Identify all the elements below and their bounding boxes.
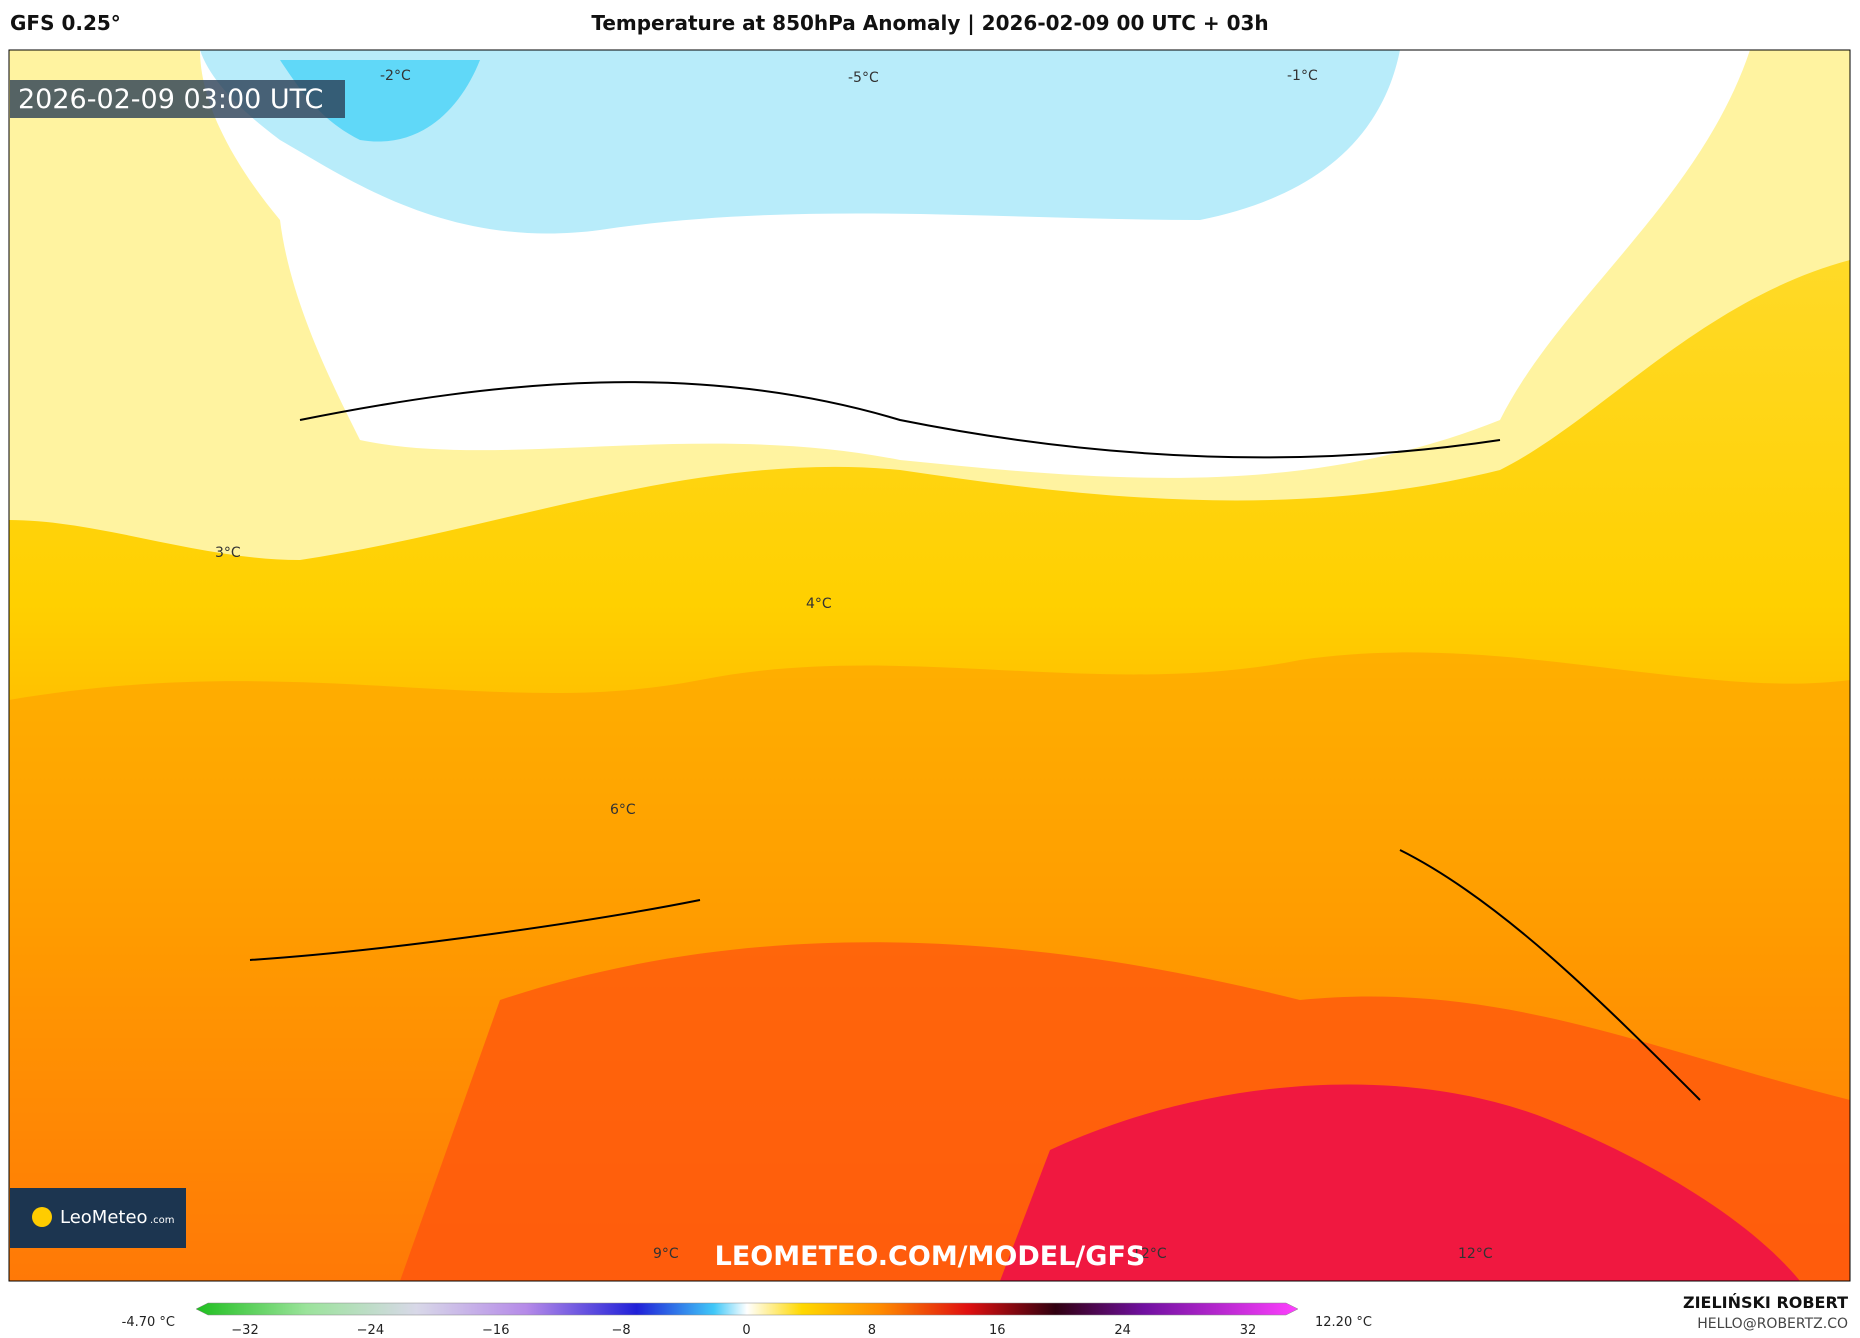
colorbar (195, 1302, 1299, 1316)
iso-label: 12°C (1132, 1246, 1167, 1262)
iso-label: -2°C (380, 68, 411, 84)
watermark: LEOMETEO.COM/MODEL/GFS (715, 1241, 1146, 1272)
colorbar-tick-label: −32 (231, 1323, 258, 1338)
colorbar-tick-label: 0 (742, 1323, 750, 1338)
iso-label: 9°C (653, 1246, 679, 1262)
colorbar-tick-label: 16 (989, 1323, 1006, 1338)
iso-label: 3°C (215, 545, 241, 561)
logo-sun (32, 1207, 52, 1227)
email: HELLO@ROBERTZ.CO (1697, 1316, 1848, 1332)
colorbar-tick-label: −24 (357, 1323, 384, 1338)
map-zone (200, 50, 1400, 234)
colorbar-tick-label: −16 (482, 1323, 509, 1338)
iso-label: 4°C (806, 596, 832, 612)
author: ZIELIŃSKI ROBERT (1683, 1293, 1848, 1312)
colorbar-tick-label: 8 (868, 1323, 876, 1338)
colorbar-max: 12.20 °C (1315, 1315, 1372, 1330)
colorbar-tick-label: 24 (1114, 1323, 1131, 1338)
map-frame (8, 49, 1851, 1282)
coastline (249, 381, 1701, 1101)
timestamp: 2026-02-09 03:00 UTC (18, 84, 323, 115)
colorbar-tick-label: 32 (1240, 1323, 1257, 1338)
logo-text: LeoMeteo (60, 1207, 148, 1228)
iso-label: 6°C (610, 802, 636, 818)
model-name: GFS 0.25° (10, 11, 121, 35)
map: 2026-02-09 03:00 UTC -2°C -5°C -1°C 3°C … (9, 50, 1850, 1281)
map-title: Temperature at 850hPa Anomaly | 2026-02-… (591, 11, 1268, 35)
iso-label: -1°C (1287, 68, 1318, 84)
map-zone (1000, 1084, 1800, 1281)
timestamp-box (10, 80, 345, 118)
colorbar-min: -4.70 °C (122, 1315, 175, 1330)
iso-label: -5°C (848, 70, 879, 86)
colorbar-ticks: −32 −24 −16 −8 0 8 16 24 32 (231, 1323, 1256, 1338)
iso-label: 12°C (1458, 1246, 1493, 1262)
colorbar-tick-label: −8 (612, 1323, 631, 1338)
logo-suffix: .com (150, 1215, 175, 1226)
